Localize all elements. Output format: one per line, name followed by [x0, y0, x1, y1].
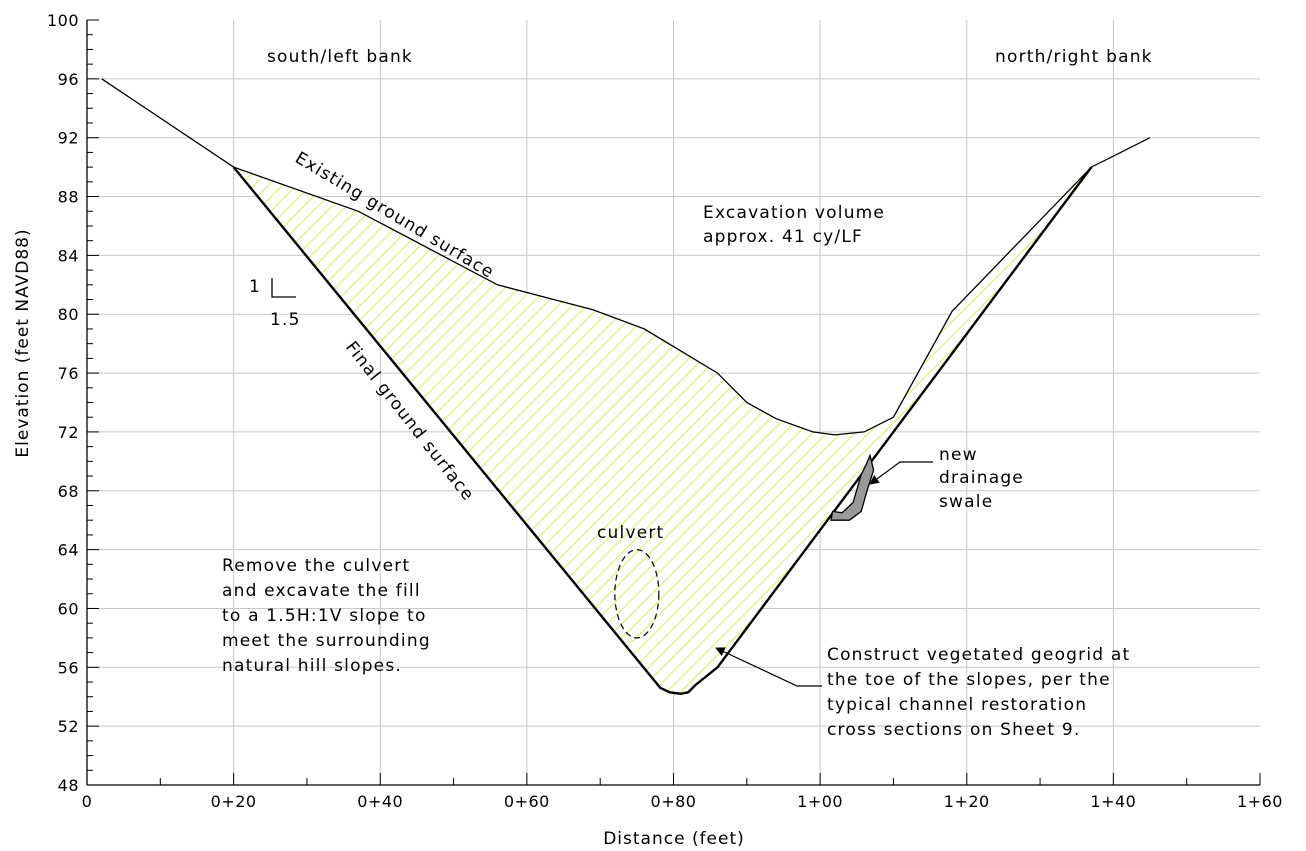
slope-vertical-label: 1	[249, 277, 261, 297]
y-tick-label: 68	[58, 482, 79, 501]
remove-note-line: natural hill slopes.	[222, 656, 402, 676]
geogrid-note-line: typical channel restoration	[827, 695, 1087, 715]
axes-layer	[86, 19, 1261, 786]
culvert-label: culvert	[597, 523, 664, 543]
y-tick-label: 56	[58, 658, 79, 677]
y-tick-label: 72	[58, 423, 79, 442]
remove-culvert-note: Remove the culvert and excavate the fill…	[222, 556, 431, 676]
x-tick-label: 0+60	[504, 792, 550, 811]
excavation-volume-line2: approx. 41 cy/LF	[703, 227, 863, 247]
y-tick-label: 52	[58, 717, 79, 736]
final-ground-line	[232, 166, 1093, 696]
drainage-swale	[830, 453, 875, 521]
excavation-volume-line1: Excavation volume	[703, 203, 885, 223]
y-tick-label: 60	[58, 599, 79, 618]
y-tick-label: 76	[58, 364, 79, 383]
x-tick-label: 1+20	[944, 792, 990, 811]
y-tick-label: 96	[58, 70, 79, 89]
slope-indicator: 1 1.5	[249, 277, 301, 330]
swale-label-line2: drainage	[939, 468, 1024, 488]
north-bank-label: north/right bank	[995, 47, 1153, 67]
y-tick-label: 100	[47, 11, 79, 30]
excavation-fill-layer	[233, 167, 1092, 694]
swale-leader	[869, 461, 933, 485]
slope-horizontal-label: 1.5	[270, 310, 301, 330]
remove-note-line: to a 1.5H:1V slope to	[222, 606, 427, 626]
y-tick-label: 80	[58, 305, 79, 324]
y-tick-label: 92	[58, 129, 79, 148]
geogrid-note-line: cross sections on Sheet 9.	[827, 720, 1081, 740]
remove-note-line: meet the surrounding	[222, 631, 431, 651]
culvert-outline	[614, 549, 660, 639]
x-axis-label: Distance (feet)	[603, 829, 745, 849]
y-tick-label: 64	[58, 541, 79, 560]
geogrid-leader	[715, 647, 822, 687]
series-layer	[101, 78, 1151, 696]
geogrid-note: Construct vegetated geogrid at the toe o…	[827, 645, 1130, 740]
remove-note-line: and excavate the fill	[222, 581, 421, 601]
south-bank-label: south/left bank	[267, 47, 413, 67]
slope-bracket	[271, 278, 296, 298]
tick-labels: 0 0+20 0+40 0+60 0+80 1+00 1+20 1+40 1+60 48 52 56 6…	[47, 11, 1283, 811]
y-tick-label: 88	[58, 188, 79, 207]
geogrid-note-line: Construct vegetated geogrid at	[827, 645, 1130, 665]
x-tick-label: 0+80	[651, 792, 697, 811]
y-tick-label: 48	[58, 776, 79, 795]
x-tick-label: 1+60	[1237, 792, 1283, 811]
x-tick-label: 1+00	[797, 792, 843, 811]
x-tick-label: 0+20	[211, 792, 257, 811]
x-tick-label: 0+40	[357, 792, 403, 811]
y-axis-label: Elevation (feet NAVD88)	[13, 228, 33, 457]
y-tick-label: 84	[58, 246, 79, 265]
swale-label-line3: swale	[939, 492, 993, 512]
excavation-area	[233, 167, 1092, 694]
x-tick-label: 1+40	[1090, 792, 1136, 811]
remove-note-line: Remove the culvert	[222, 556, 410, 576]
geogrid-note-line: the toe of the slopes, per the	[827, 670, 1111, 690]
x-tick-label: 0	[82, 792, 93, 811]
swale-label-line1: new	[939, 445, 978, 465]
existing-ground-line	[101, 78, 1151, 436]
